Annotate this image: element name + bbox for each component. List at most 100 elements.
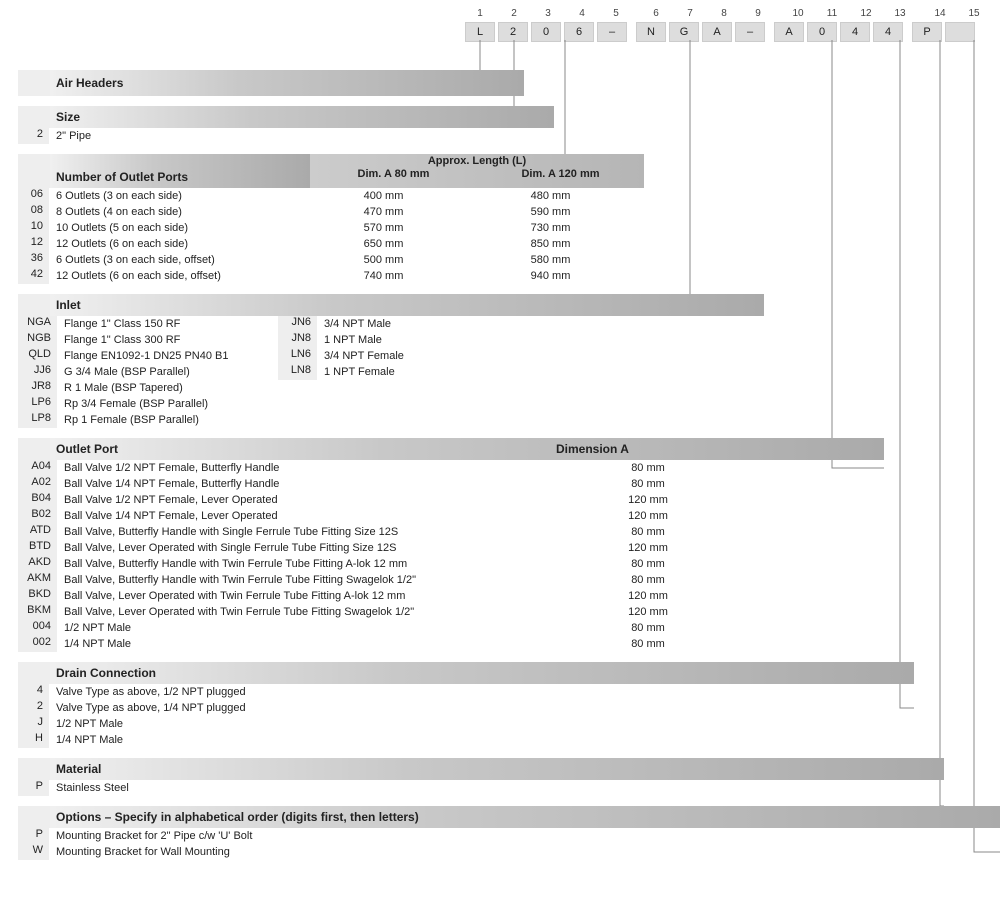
table-row: NGBFlange 1" Class 300 RF: [18, 332, 278, 348]
row-desc: 6 Outlets (3 on each side, offset): [50, 252, 300, 268]
section-title-options: Options – Specify in alphabetical order …: [50, 806, 1000, 828]
row-dim: 120 mm: [588, 540, 708, 556]
row-code: NGB: [18, 332, 58, 348]
row-dim: 80 mm: [588, 460, 708, 476]
table-row: 366 Outlets (3 on each side, offset)500 …: [18, 252, 1000, 268]
index-cell: 4: [567, 8, 597, 19]
row-desc: Ball Valve 1/2 NPT Female, Lever Operate…: [58, 492, 588, 508]
row-dim-b: 580 mm: [467, 252, 634, 268]
row-desc: 1/4 NPT Male: [58, 636, 588, 652]
index-cell: 7: [675, 8, 705, 19]
code-letter-cell: 4: [840, 22, 870, 42]
index-cell: 15: [959, 8, 989, 19]
table-row: JN63/4 NPT Male: [278, 316, 518, 332]
row-desc: 10 Outlets (5 on each side): [50, 220, 300, 236]
row-code: B02: [18, 508, 58, 524]
row-code: A02: [18, 476, 58, 492]
row-desc: Ball Valve, Lever Operated with Single F…: [58, 540, 588, 556]
row-code: 004: [18, 620, 58, 636]
table-row: QLDFlange EN1092-1 DN25 PN40 B1: [18, 348, 278, 364]
row-code: LP8: [18, 412, 58, 428]
row-desc: Ball Valve, Butterfly Handle with Twin F…: [58, 556, 588, 572]
row-code: LN8: [278, 364, 318, 380]
section-title-outlet-port: Outlet Port: [56, 442, 556, 456]
row-code: JN8: [278, 332, 318, 348]
row-desc: R 1 Male (BSP Tapered): [58, 380, 278, 396]
table-row: 0021/4 NPT Male80 mm: [18, 636, 1000, 652]
table-row: 1010 Outlets (5 on each side)570 mm730 m…: [18, 220, 1000, 236]
row-code: 4: [18, 684, 50, 700]
row-code: JR8: [18, 380, 58, 396]
outlets-col-a: Dim. A 80 mm: [310, 168, 477, 180]
code-letter-cell: N: [636, 22, 666, 42]
index-cell: 9: [743, 8, 773, 19]
row-dim-a: 400 mm: [300, 188, 467, 204]
table-row: 4Valve Type as above, 1/2 NPT plugged: [18, 684, 1000, 700]
row-desc: Ball Valve 1/2 NPT Female, Butterfly Han…: [58, 460, 588, 476]
index-row: 123456789101112131415: [465, 8, 999, 19]
table-row: LP6Rp 3/4 Female (BSP Parallel): [18, 396, 278, 412]
row-code: AKD: [18, 556, 58, 572]
section-outlet-port: Outlet Port Dimension A A04Ball Valve 1/…: [18, 438, 1000, 652]
row-code: 002: [18, 636, 58, 652]
row-desc: 2" Pipe: [50, 128, 1000, 144]
row-code: H: [18, 732, 50, 748]
row-desc: 12 Outlets (6 on each side, offset): [50, 268, 300, 284]
row-desc: Flange EN1092-1 DN25 PN40 B1: [58, 348, 278, 364]
code-letter-cell: –: [597, 22, 627, 42]
section-inlet: Inlet NGAFlange 1" Class 150 RFNGBFlange…: [18, 294, 1000, 428]
row-code: P: [18, 828, 50, 844]
section-size: Size 22" Pipe: [18, 106, 1000, 144]
row-desc: Mounting Bracket for 2" Pipe c/w 'U' Bol…: [50, 828, 1000, 844]
row-code: J: [18, 716, 50, 732]
row-dim-a: 650 mm: [300, 236, 467, 252]
row-code: BTD: [18, 540, 58, 556]
row-desc: 1 NPT Male: [318, 332, 518, 348]
row-desc: Mounting Bracket for Wall Mounting: [50, 844, 1000, 860]
table-row: B04Ball Valve 1/2 NPT Female, Lever Oper…: [18, 492, 1000, 508]
row-code: 42: [18, 268, 50, 284]
row-code: BKM: [18, 604, 58, 620]
row-code: 08: [18, 204, 50, 220]
row-code: NGA: [18, 316, 58, 332]
index-cell: 11: [817, 8, 847, 19]
row-code: 2: [18, 700, 50, 716]
row-code: 06: [18, 188, 50, 204]
section-drain: Drain Connection 4Valve Type as above, 1…: [18, 662, 1000, 748]
section-title-air-headers: Air Headers: [50, 70, 524, 96]
table-row: LP8Rp 1 Female (BSP Parallel): [18, 412, 278, 428]
row-dim-b: 940 mm: [467, 268, 634, 284]
table-row: J1/2 NPT Male: [18, 716, 1000, 732]
row-code: AKM: [18, 572, 58, 588]
row-desc: Ball Valve 1/4 NPT Female, Butterfly Han…: [58, 476, 588, 492]
table-row: 4212 Outlets (6 on each side, offset)740…: [18, 268, 1000, 284]
row-dim-b: 730 mm: [467, 220, 634, 236]
spacer: [18, 758, 50, 780]
spacer: [18, 438, 50, 460]
row-desc: 8 Outlets (4 on each side): [50, 204, 300, 220]
table-row: WMounting Bracket for Wall Mounting: [18, 844, 1000, 860]
row-desc: Rp 1 Female (BSP Parallel): [58, 412, 278, 428]
index-cell: 3: [533, 8, 563, 19]
row-dim-a: 470 mm: [300, 204, 467, 220]
row-code: A04: [18, 460, 58, 476]
row-code: ATD: [18, 524, 58, 540]
row-dim-a: 570 mm: [300, 220, 467, 236]
row-desc: Valve Type as above, 1/2 NPT plugged: [50, 684, 1000, 700]
row-code: 10: [18, 220, 50, 236]
row-code: JN6: [278, 316, 318, 332]
index-cell: 6: [641, 8, 671, 19]
section-title-outlets: Number of Outlet Ports: [50, 154, 310, 188]
row-dim: 120 mm: [588, 588, 708, 604]
section-title-inlet: Inlet: [50, 294, 764, 316]
table-row: PMounting Bracket for 2" Pipe c/w 'U' Bo…: [18, 828, 1000, 844]
code-letter-cell: 6: [564, 22, 594, 42]
row-desc: Ball Valve, Butterfly Handle with Single…: [58, 524, 588, 540]
section-air-headers: Air Headers: [18, 70, 1000, 96]
row-dim: 80 mm: [588, 524, 708, 540]
spacer: [18, 106, 50, 128]
row-desc: Ball Valve, Lever Operated with Twin Fer…: [58, 588, 588, 604]
row-dim-a: 500 mm: [300, 252, 467, 268]
table-row: ATDBall Valve, Butterfly Handle with Sin…: [18, 524, 1000, 540]
row-desc: Rp 3/4 Female (BSP Parallel): [58, 396, 278, 412]
